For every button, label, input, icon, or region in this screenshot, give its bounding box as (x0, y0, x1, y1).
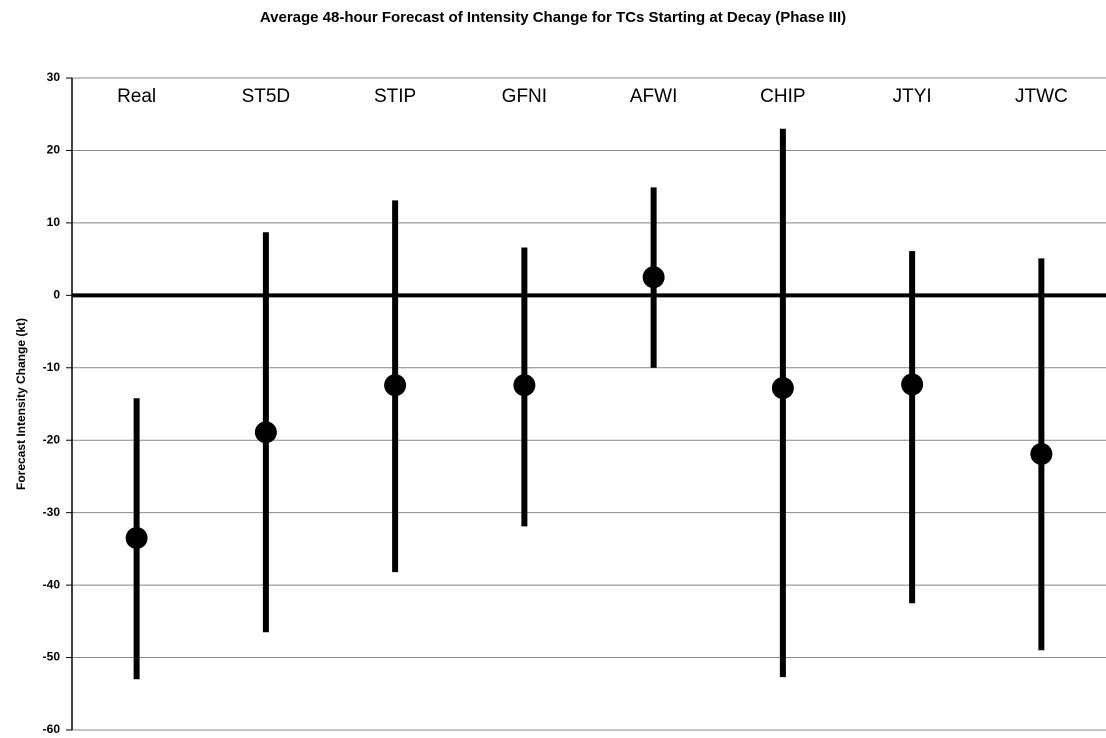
y-tick-label: -30 (43, 505, 61, 519)
mean-dot (125, 527, 148, 550)
mean-dot (901, 373, 924, 396)
y-axis-label: Forecast Intensity Change (kt) (14, 318, 28, 490)
category-label: ST5D (242, 86, 291, 107)
y-tick-label: -60 (43, 722, 61, 736)
mean-dot (1030, 442, 1053, 465)
y-tick-label: 30 (47, 70, 61, 84)
mean-dot (384, 374, 407, 397)
mean-dot (513, 374, 536, 397)
y-tick-label: 0 (53, 288, 60, 302)
mean-dot (642, 266, 665, 289)
chart-title: Average 48-hour Forecast of Intensity Ch… (260, 9, 846, 26)
category-label: AFWI (630, 86, 678, 107)
y-tick-label: -10 (43, 360, 61, 374)
y-tick-label: -50 (43, 650, 61, 664)
mean-dot (254, 421, 277, 444)
category-label: JTYI (893, 86, 932, 107)
category-label: GFNI (502, 86, 547, 107)
category-label: Real (117, 86, 156, 107)
y-tick-label: 10 (47, 215, 61, 229)
y-tick-label: -40 (43, 577, 61, 591)
y-tick-label: -20 (43, 432, 61, 446)
category-label: STIP (374, 86, 416, 107)
category-label: CHIP (760, 86, 805, 107)
y-tick-label: 20 (47, 143, 61, 157)
mean-dot (771, 377, 794, 400)
category-label: JTWC (1015, 86, 1068, 107)
